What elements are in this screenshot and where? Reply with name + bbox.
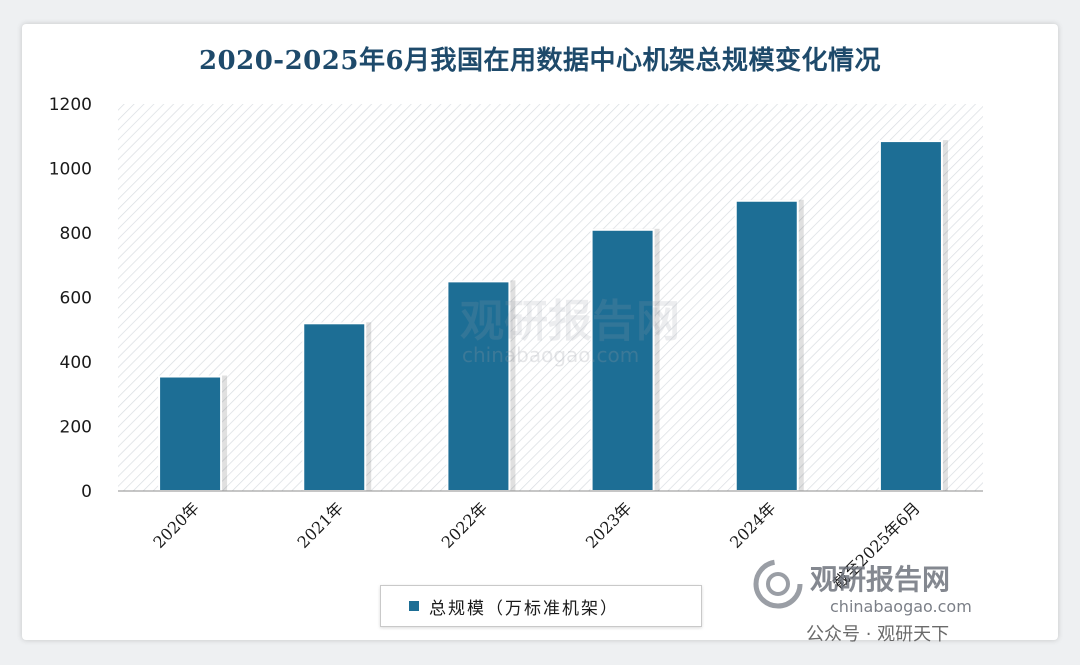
bar xyxy=(446,280,511,492)
chart-title: 2020-2025年6月我国在用数据中心机架总规模变化情况 xyxy=(198,46,882,76)
bar xyxy=(590,228,655,492)
y-tick-label: 200 xyxy=(60,418,92,438)
watermark-brand: 观研报告网 xyxy=(810,563,951,596)
x-tick-label: 2021年 xyxy=(294,498,348,552)
bar xyxy=(734,199,799,492)
watermark-logo-icon xyxy=(753,559,803,609)
y-tick-label: 0 xyxy=(81,482,92,502)
bar xyxy=(302,322,367,492)
x-tick-label: 2022年 xyxy=(438,498,492,552)
watermark-url: chinabaogao.com xyxy=(830,597,972,616)
watermark-center-brand: 观研报告网 xyxy=(460,296,680,347)
legend: 总规模（万标准机架） xyxy=(380,585,702,627)
y-tick-label: 400 xyxy=(60,353,92,373)
watermark-account: 公众号 · 观研天下 xyxy=(806,624,950,645)
x-tick-label: 2024年 xyxy=(726,498,780,552)
x-tick-label: 2023年 xyxy=(582,498,636,552)
watermark-center-url: chinabaogao.com xyxy=(462,343,640,367)
y-tick-label: 800 xyxy=(60,224,92,244)
legend-label: 总规模（万标准机架） xyxy=(429,598,619,619)
bar xyxy=(158,375,223,493)
plot-area-background xyxy=(118,104,983,491)
y-tick-label: 1000 xyxy=(49,160,92,180)
y-tick-label: 1200 xyxy=(49,95,92,115)
y-tick-label: 600 xyxy=(60,289,92,309)
legend-swatch xyxy=(409,601,419,611)
x-tick-label: 2020年 xyxy=(149,498,203,552)
bar xyxy=(878,140,943,492)
